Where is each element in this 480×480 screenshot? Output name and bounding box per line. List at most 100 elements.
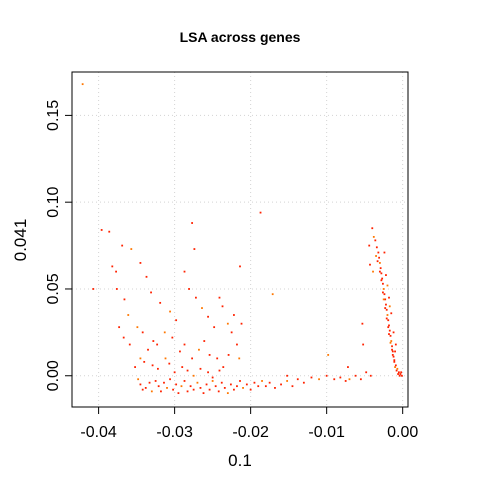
data-point	[318, 378, 320, 381]
data-point	[169, 310, 171, 313]
data-point	[381, 277, 384, 280]
data-point	[130, 248, 133, 250]
data-point	[391, 348, 393, 351]
data-point	[397, 373, 400, 375]
data-point	[221, 305, 224, 308]
data-point	[398, 374, 401, 377]
data-point	[271, 293, 274, 296]
data-point	[236, 343, 238, 346]
data-point	[394, 343, 397, 346]
data-point	[143, 360, 146, 363]
data-point	[377, 251, 380, 254]
data-point	[302, 381, 305, 384]
data-point	[397, 371, 400, 374]
data-point	[390, 312, 393, 315]
data-point	[218, 369, 221, 372]
data-point	[242, 387, 244, 389]
data-point	[392, 331, 395, 334]
data-point	[240, 322, 243, 325]
data-point	[230, 331, 233, 334]
y-axis: 0.00 0.05 0.10 0.15	[45, 100, 72, 391]
data-point	[386, 284, 389, 287]
data-point	[383, 293, 386, 296]
x-tick-label-3: -0.01	[308, 424, 345, 441]
data-point	[166, 387, 168, 389]
data-point	[193, 248, 196, 250]
data-point	[163, 381, 165, 384]
data-point	[379, 267, 382, 270]
data-point	[401, 374, 403, 377]
data-point	[199, 367, 202, 370]
data-point	[181, 366, 184, 368]
data-point	[196, 381, 199, 384]
data-point	[375, 246, 378, 249]
data-point	[226, 322, 229, 325]
data-point	[384, 307, 387, 309]
data-point	[238, 357, 241, 360]
data-point	[191, 222, 194, 224]
data-point	[274, 387, 276, 389]
data-point	[122, 336, 125, 339]
data-point	[394, 364, 397, 367]
data-point	[393, 359, 396, 362]
data-point	[145, 275, 148, 278]
data-point	[123, 298, 126, 301]
data-point	[264, 385, 267, 388]
data-point	[310, 376, 313, 379]
data-point	[144, 387, 147, 389]
data-point	[229, 383, 232, 386]
data-point	[257, 385, 260, 388]
data-point	[368, 244, 371, 247]
y-axis-label: 0.041	[11, 219, 30, 262]
data-point	[192, 374, 195, 377]
data-point	[391, 350, 394, 353]
y-tick-label-1: 0.05	[45, 273, 62, 304]
data-point	[151, 364, 154, 367]
data-point	[388, 324, 390, 327]
data-point	[236, 385, 238, 388]
data-point	[385, 308, 388, 311]
data-point	[111, 265, 114, 268]
data-point	[388, 329, 391, 332]
data-point	[195, 296, 197, 299]
grid-lines	[72, 72, 408, 407]
data-point	[121, 244, 124, 247]
data-point	[226, 392, 229, 395]
data-point	[286, 380, 289, 382]
data-point	[388, 333, 390, 335]
data-point	[392, 355, 395, 358]
data-point	[400, 371, 403, 374]
data-point	[223, 387, 226, 389]
data-point	[115, 288, 118, 290]
data-point	[192, 388, 195, 391]
data-point	[150, 390, 153, 393]
data-point	[394, 350, 396, 353]
data-point	[139, 262, 142, 264]
data-point	[134, 366, 136, 368]
data-point	[218, 296, 221, 299]
data-point	[389, 334, 392, 337]
data-point	[233, 314, 235, 316]
data-point	[208, 388, 211, 391]
data-point	[239, 265, 241, 268]
data-point	[186, 390, 189, 393]
data-point	[384, 298, 387, 301]
data-point	[164, 357, 167, 360]
data-point	[141, 331, 144, 334]
data-point	[347, 366, 349, 368]
data-points	[81, 83, 403, 395]
data-point	[259, 211, 262, 214]
data-point	[202, 392, 205, 395]
data-point	[173, 371, 176, 374]
data-point	[280, 383, 282, 386]
data-point	[261, 380, 263, 382]
data-point	[396, 367, 399, 370]
data-point	[191, 357, 194, 360]
data-point	[152, 340, 155, 342]
data-point	[239, 380, 241, 382]
data-point	[222, 366, 225, 368]
data-point	[372, 235, 375, 238]
data-point	[391, 345, 393, 348]
data-point	[127, 314, 130, 316]
data-point	[137, 378, 140, 381]
